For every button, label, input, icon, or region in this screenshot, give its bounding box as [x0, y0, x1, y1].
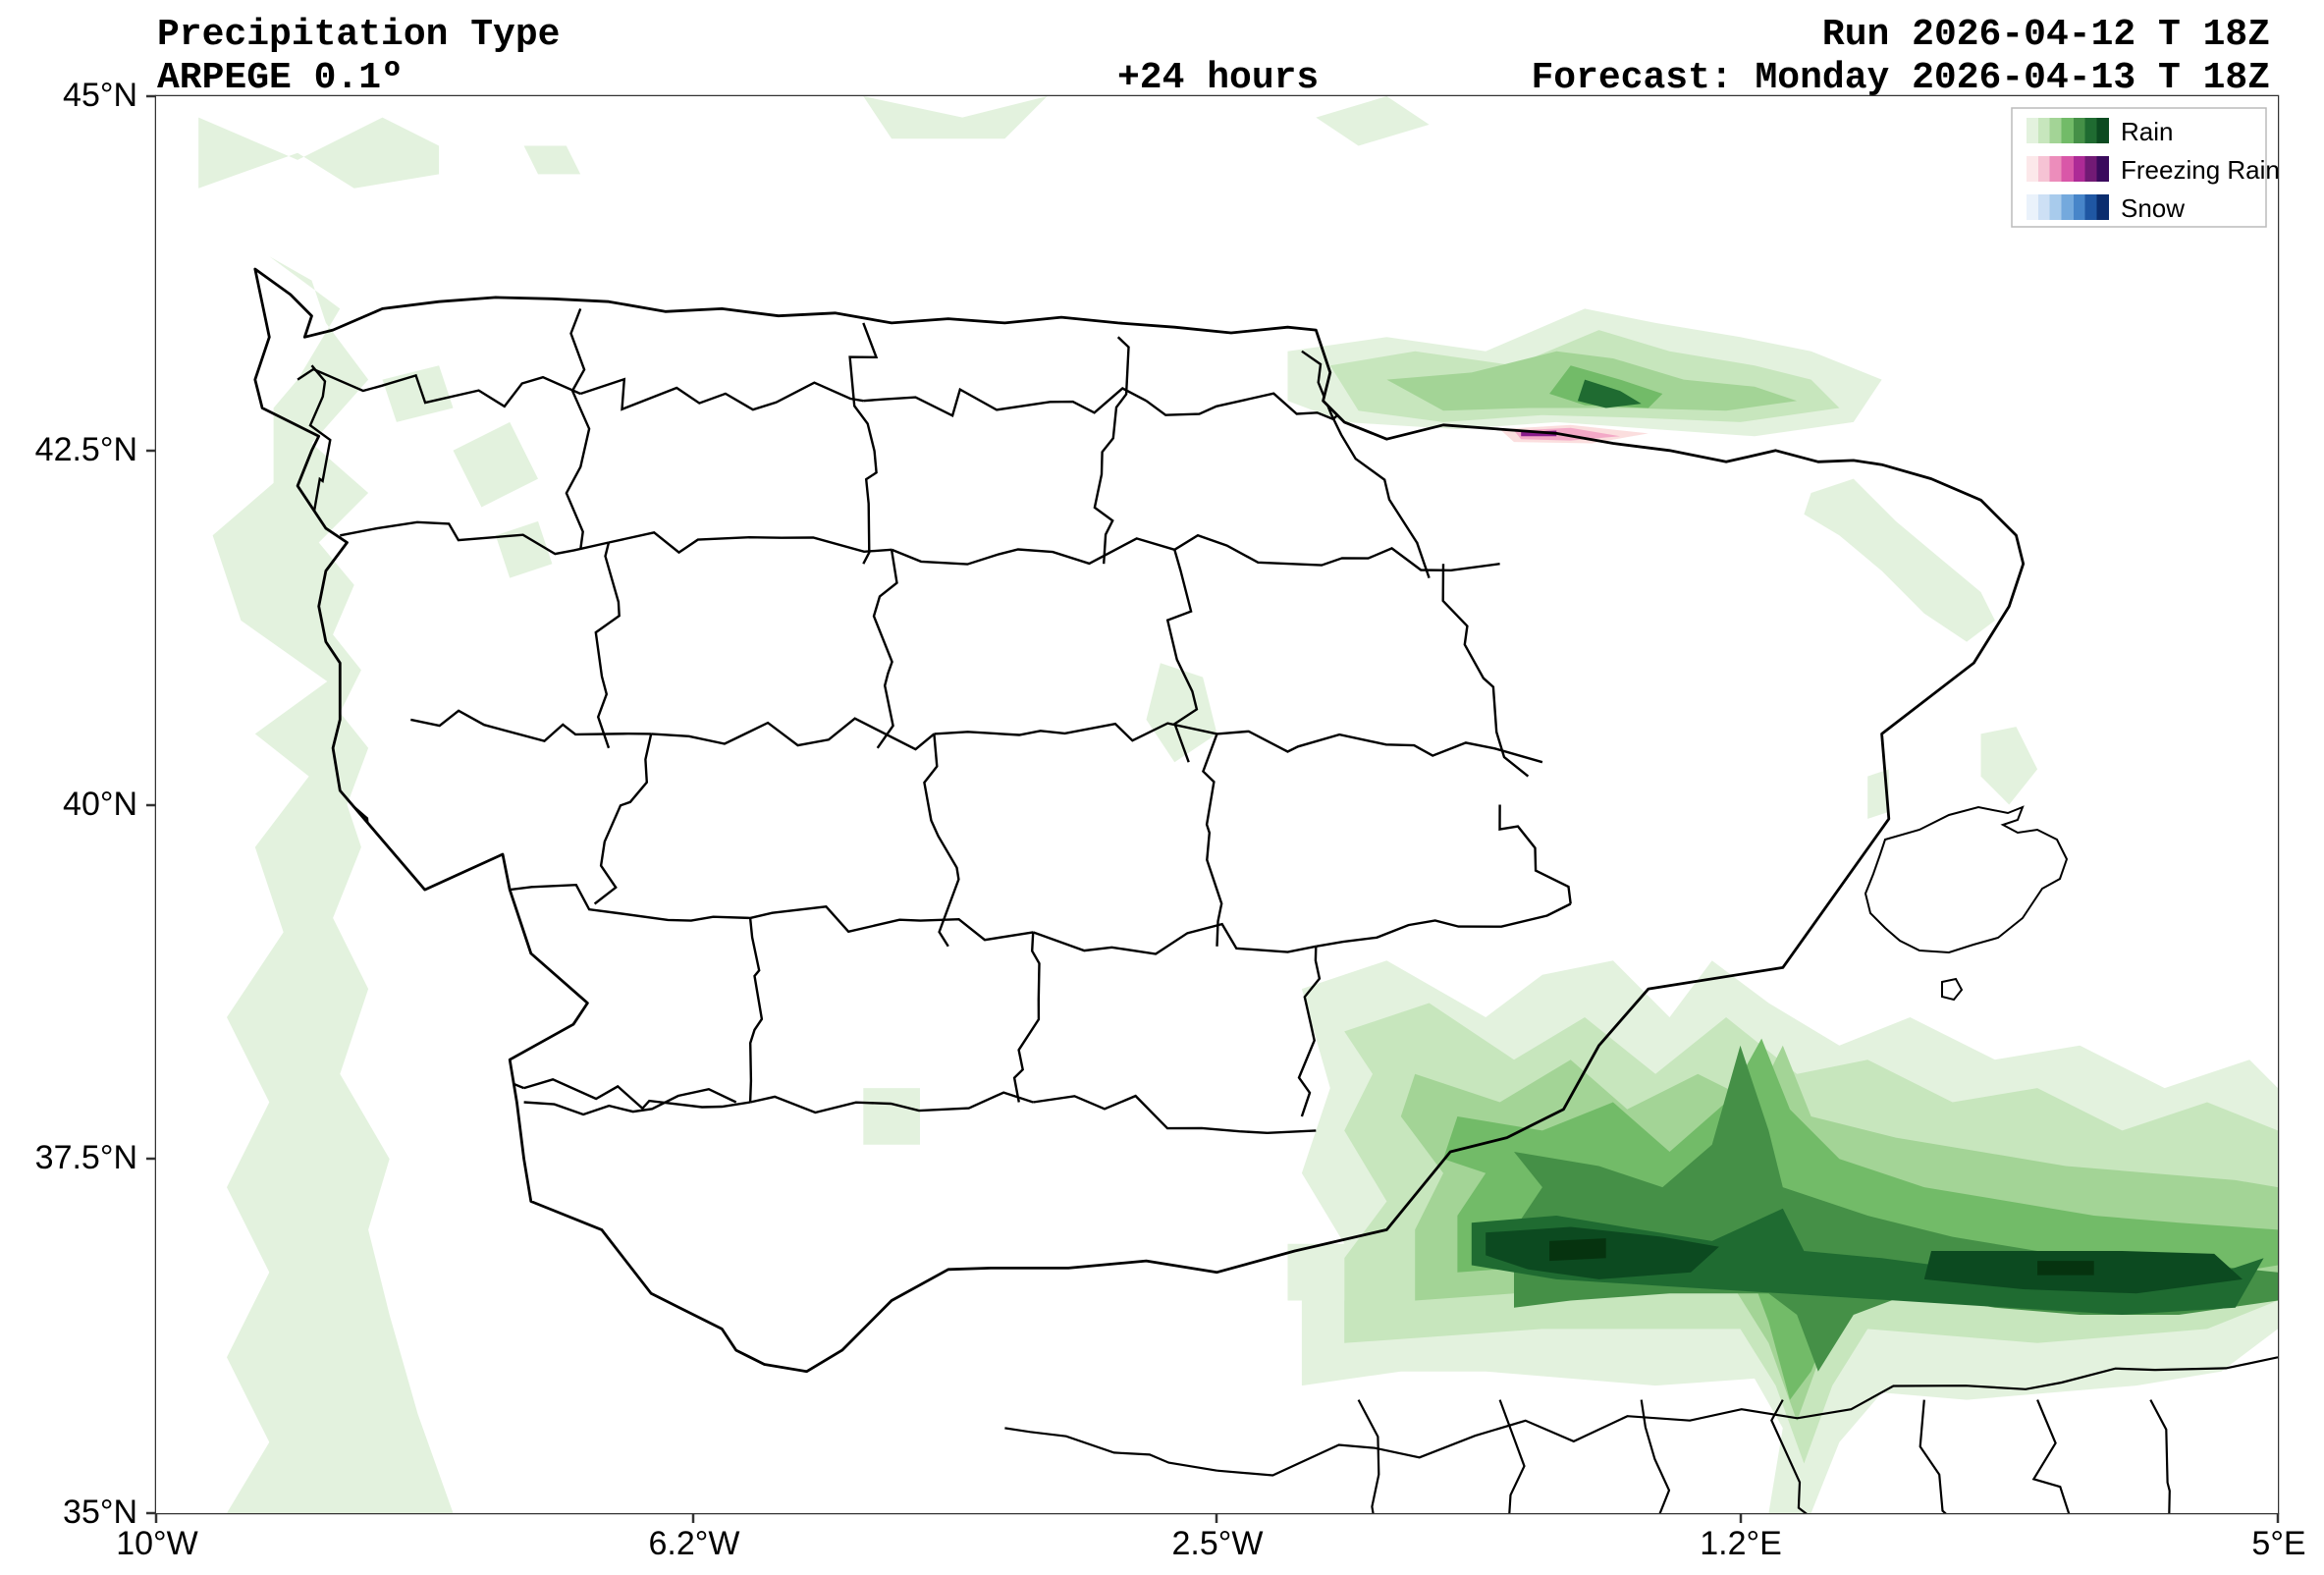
- svg-text:Rain: Rain: [2121, 117, 2173, 146]
- svg-text:Freezing Rain: Freezing Rain: [2121, 155, 2280, 185]
- svg-text:Snow: Snow: [2121, 193, 2185, 223]
